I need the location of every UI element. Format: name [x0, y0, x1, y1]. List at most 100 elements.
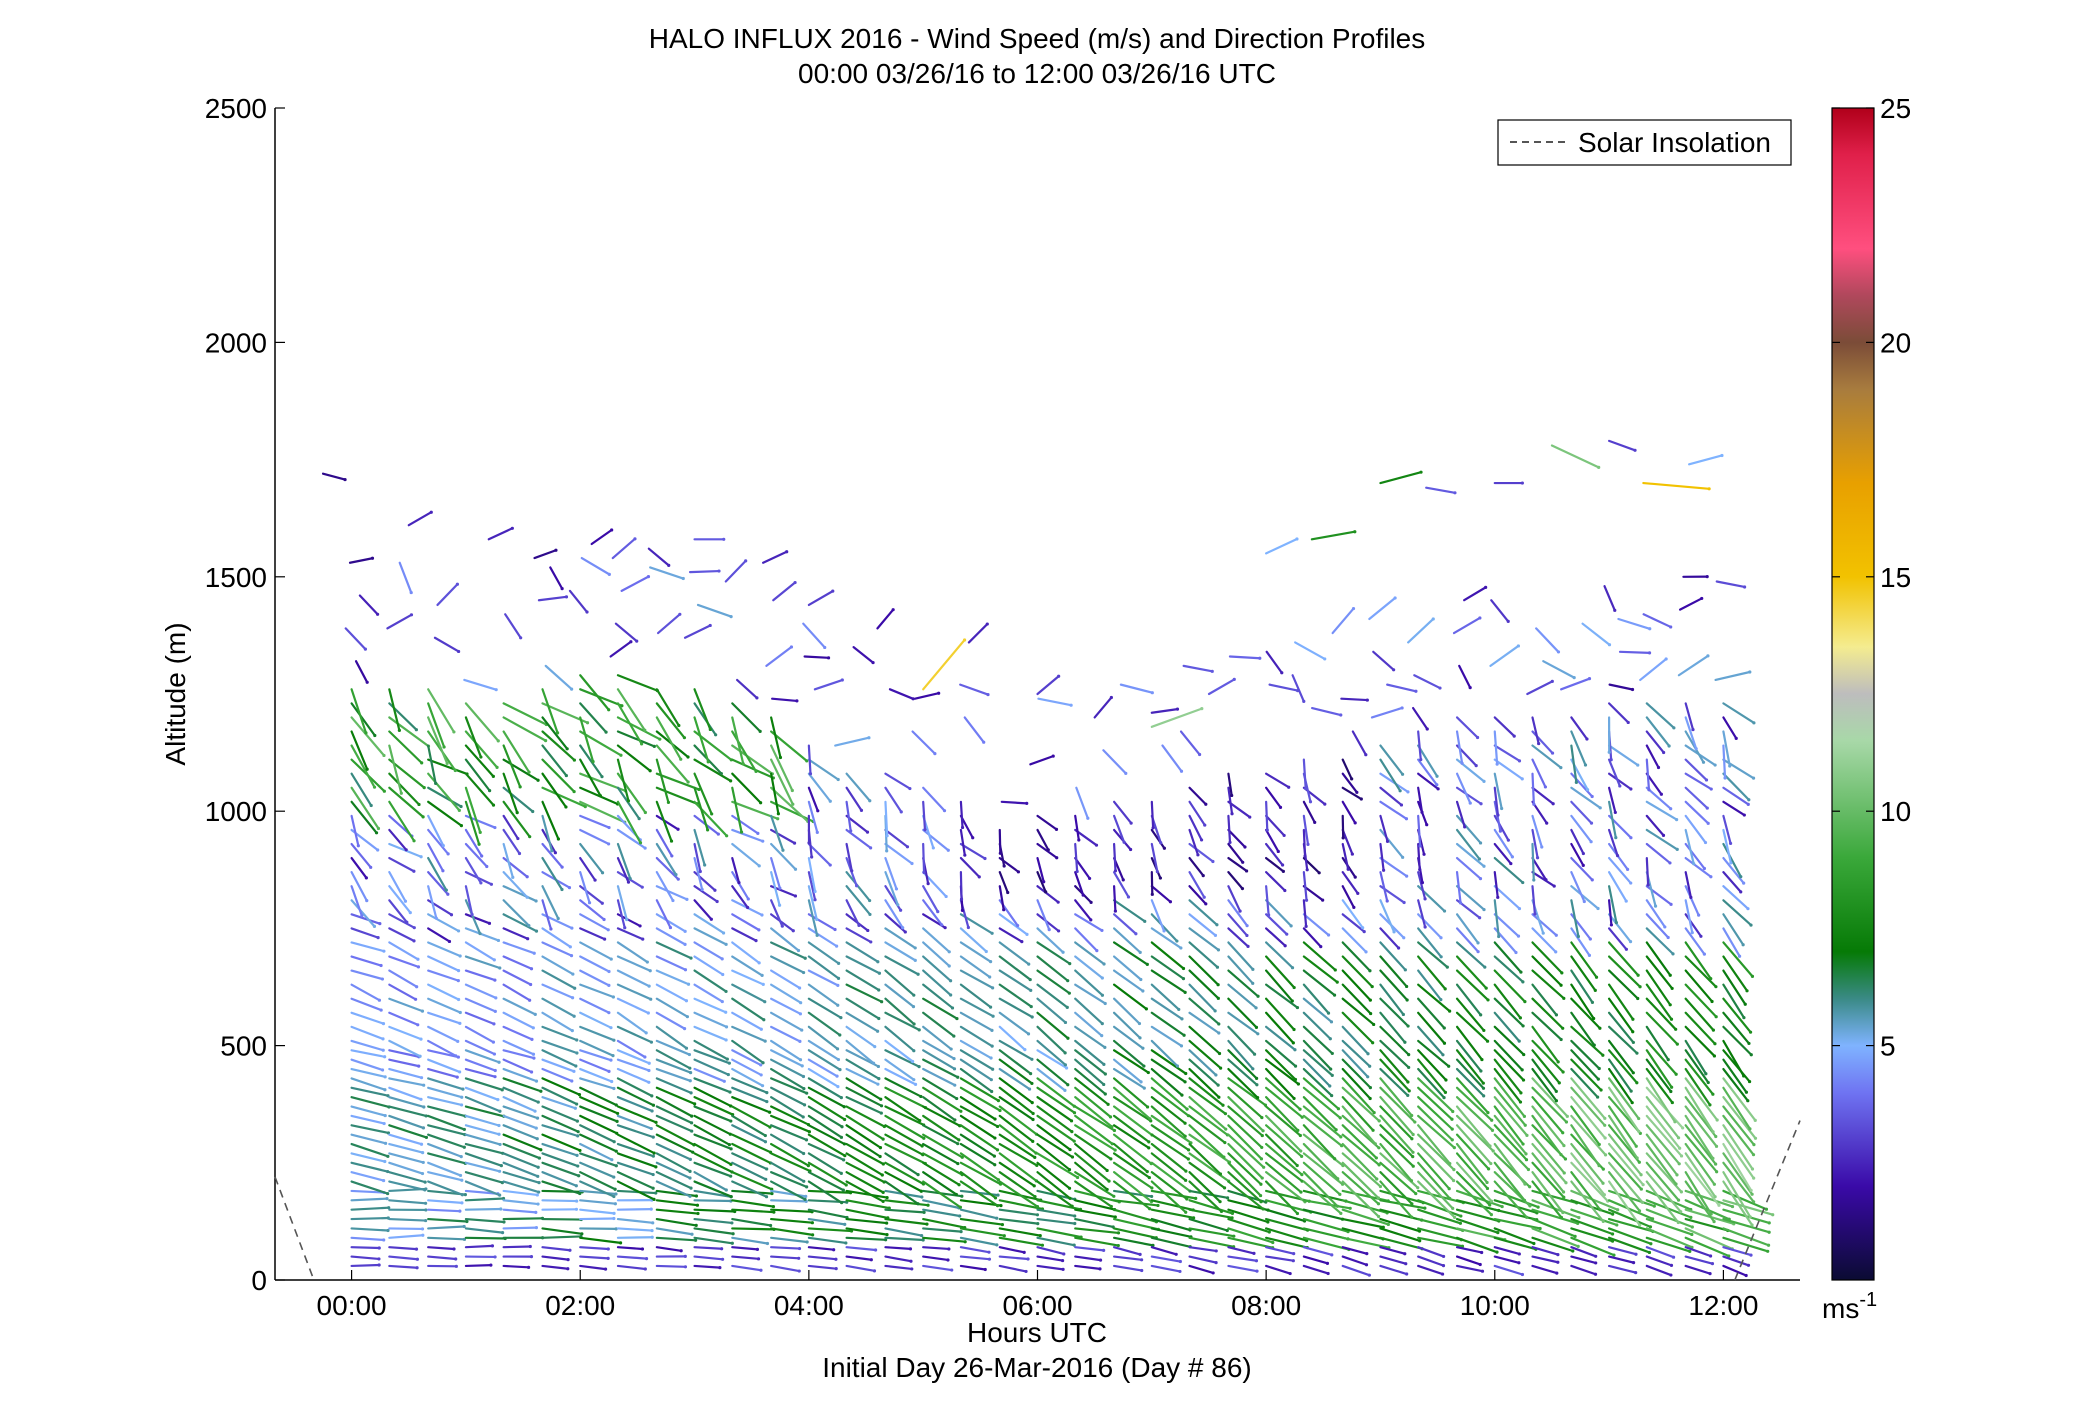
wind-barb [1302, 941, 1337, 972]
wind-barb-head [763, 1039, 767, 1043]
wind-barb [1188, 1058, 1220, 1087]
wind-barb [1150, 997, 1184, 1020]
wind-barb-head [949, 979, 953, 983]
wind-barb [845, 983, 883, 1003]
wind-barb-head [409, 590, 413, 595]
wind-barb-head [441, 869, 445, 873]
wind-barb-head [1180, 1017, 1184, 1021]
wind-barb [731, 1114, 767, 1137]
wind-barb [1607, 997, 1634, 1033]
wind-barb [579, 1264, 607, 1271]
wind-barb-head [1403, 1040, 1407, 1044]
wind-barb [1645, 1161, 1680, 1202]
wind-barb-head [984, 949, 988, 954]
wind-barb-head [560, 587, 564, 591]
wind-barb-head [1637, 1129, 1641, 1133]
wind-barb [1535, 627, 1560, 654]
wind-barb-head [737, 880, 741, 885]
wind-barb-head [377, 998, 382, 1002]
wind-barb-head [792, 841, 797, 845]
wind-barb-head [1086, 816, 1090, 820]
wind-barb-head [536, 1174, 540, 1178]
wind-barb-head [462, 1145, 466, 1149]
wind-barb-head [416, 965, 421, 969]
wind-barb [693, 1255, 724, 1261]
wind-barb-head [1006, 890, 1010, 895]
wind-barb [1341, 969, 1372, 1002]
wind-barb-head [1625, 867, 1630, 871]
wind-barb [959, 1049, 994, 1071]
wind-barb [1493, 1264, 1524, 1276]
wind-barb [1265, 1217, 1309, 1232]
wind-barb-head [983, 1267, 987, 1272]
wind-barb [655, 955, 687, 971]
wind-barb [502, 1114, 538, 1130]
wind-barb [1302, 1077, 1340, 1110]
wind-barb [1722, 800, 1746, 817]
wind-barb [731, 1096, 771, 1114]
wind-barb-head [681, 576, 685, 581]
wind-barb-head [1299, 1190, 1303, 1194]
wind-barb-head [1029, 1072, 1033, 1076]
wind-barb-head [1393, 596, 1397, 600]
wind-barb-head [421, 1126, 426, 1130]
wind-barb-head [1214, 1260, 1218, 1265]
wind-barb [655, 941, 693, 960]
wind-barb [1570, 814, 1593, 843]
wind-barb [537, 595, 568, 602]
wind-barb [693, 1096, 734, 1116]
wind-barb [1265, 1058, 1300, 1086]
wind-barb-head [763, 1000, 767, 1004]
wind-barb-head [570, 996, 575, 1000]
wind-barb-head [836, 983, 840, 987]
wind-barb [1493, 1067, 1522, 1104]
wind-barb [579, 1171, 617, 1191]
wind-barb [884, 772, 911, 790]
wind-barb-head [778, 886, 782, 890]
wind-barb-head [459, 804, 463, 809]
wind-barb-head [1750, 974, 1755, 978]
wind-barb [1310, 706, 1342, 717]
wind-barb-head [811, 1233, 815, 1237]
wind-barb [541, 772, 568, 809]
wind-barb-head [1254, 1006, 1258, 1010]
wind-barb [1302, 758, 1307, 790]
wind-barb-head [1260, 1133, 1264, 1138]
wind-barb [1684, 899, 1694, 934]
wind-barb [655, 871, 675, 902]
wind-barb [464, 913, 491, 925]
wind-barb-head [1489, 1199, 1494, 1203]
wind-barb [922, 1096, 956, 1122]
wind-barb-head [1540, 845, 1544, 849]
wind-barb [427, 927, 451, 943]
wind-barb [1722, 1227, 1770, 1247]
wind-barb-head [724, 1038, 728, 1042]
wind-barb-head [1648, 627, 1652, 631]
wind-barb-head [669, 839, 674, 843]
wind-barb [541, 927, 572, 948]
wind-barb-head [479, 755, 483, 759]
wind-barb-head [1228, 840, 1232, 845]
wind-barb-head [868, 912, 872, 917]
wind-barb-head [955, 1096, 959, 1101]
wind-barb [1227, 842, 1244, 864]
wind-barb [1531, 744, 1562, 769]
wind-barb [1493, 842, 1512, 865]
wind-barb-head [525, 875, 529, 879]
wind-barb-head [1414, 1191, 1418, 1196]
wind-barb [922, 1171, 958, 1196]
wind-barb [1188, 969, 1220, 1000]
wind-barb [1188, 941, 1219, 969]
wind-barb-head [365, 767, 369, 771]
wind-barb-head [960, 825, 965, 830]
wind-barb-head [456, 929, 461, 933]
wind-barb [388, 772, 421, 806]
wind-barb [1417, 1199, 1462, 1218]
wind-barb-head [912, 1049, 916, 1053]
wind-barb [655, 1161, 692, 1180]
wind-barb [1188, 899, 1219, 926]
wind-barb-head [667, 563, 671, 567]
wind-barb-head [1744, 1090, 1749, 1094]
wind-barb-head [1485, 1180, 1489, 1185]
wind-barb [1493, 744, 1521, 762]
